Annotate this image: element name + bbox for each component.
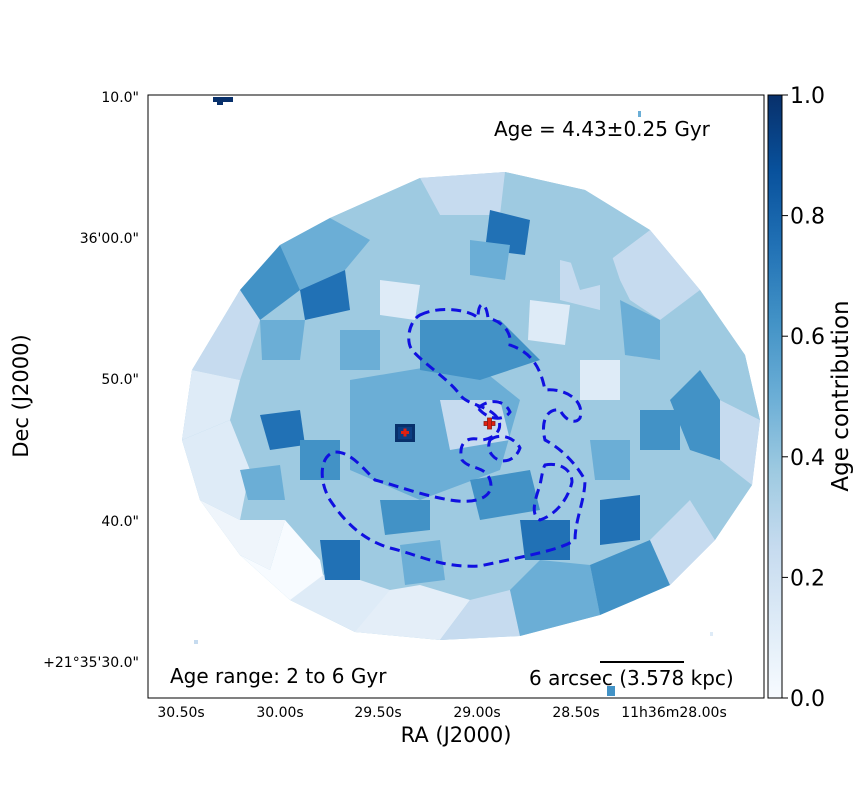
scale-bar-label: 6 arcsec (3.578 kpc) xyxy=(529,666,734,690)
x-tick-label: 29.00s xyxy=(453,705,500,721)
y-tick-label: 40.0" xyxy=(101,514,139,530)
voronoi-bins xyxy=(182,172,760,640)
artifact-pixel xyxy=(194,640,198,644)
x-tick-label: 29.50s xyxy=(354,705,401,721)
colorbar-tick-label: 1.0 xyxy=(790,84,825,109)
colorbar-label: Age contribution xyxy=(828,300,854,491)
colorbar-tick-label: 0.0 xyxy=(790,687,825,712)
y-tick-label: +21°35'30.0" xyxy=(43,655,139,671)
colorbar-tick-label: 0.4 xyxy=(790,446,825,471)
colorbar-frame xyxy=(767,94,783,699)
artifact-pixel xyxy=(638,111,641,117)
age-annotation: Age = 4.43±0.25 Gyr xyxy=(494,117,711,141)
y-tick-label: 50.0" xyxy=(101,372,139,388)
artifact-pixel xyxy=(710,632,713,636)
red-cross-marker-1 xyxy=(401,428,409,437)
x-tick-labels: 30.50s 30.00s 29.50s 29.00s 28.50s 11h36… xyxy=(157,705,726,721)
age-map xyxy=(182,97,760,696)
colorbar xyxy=(768,95,782,698)
y-tick-label: 36'00.0" xyxy=(80,231,139,247)
y-tick-labels: 10.0" 36'00.0" 50.0" 40.0" +21°35'30.0" xyxy=(43,90,139,671)
age-range-annotation: Age range: 2 to 6 Gyr xyxy=(170,664,387,688)
y-tick-label: 10.0" xyxy=(101,90,139,106)
x-tick-label: 28.50s xyxy=(552,705,599,721)
y-axis-label: Dec (J2000) xyxy=(9,334,33,457)
artifact-pixel xyxy=(607,686,615,696)
red-cross-marker-2 xyxy=(483,417,496,430)
x-tick-label: 30.00s xyxy=(256,705,303,721)
colorbar-tick-label: 0.6 xyxy=(790,325,825,350)
plot-frame xyxy=(147,94,765,699)
dashed-contour xyxy=(320,303,587,568)
colorbar-ticks: 0.0 0.2 0.4 0.6 0.8 1.0 xyxy=(782,84,825,712)
x-tick-label: 11h36m28.00s xyxy=(621,705,727,721)
colorbar-tick-label: 0.8 xyxy=(790,205,825,230)
x-tick-label: 30.50s xyxy=(157,705,204,721)
colorbar-tick-label: 0.2 xyxy=(790,566,825,591)
x-axis-label: RA (J2000) xyxy=(401,723,512,747)
artifact-pixel xyxy=(217,102,223,105)
artifact-pixel xyxy=(213,97,233,102)
